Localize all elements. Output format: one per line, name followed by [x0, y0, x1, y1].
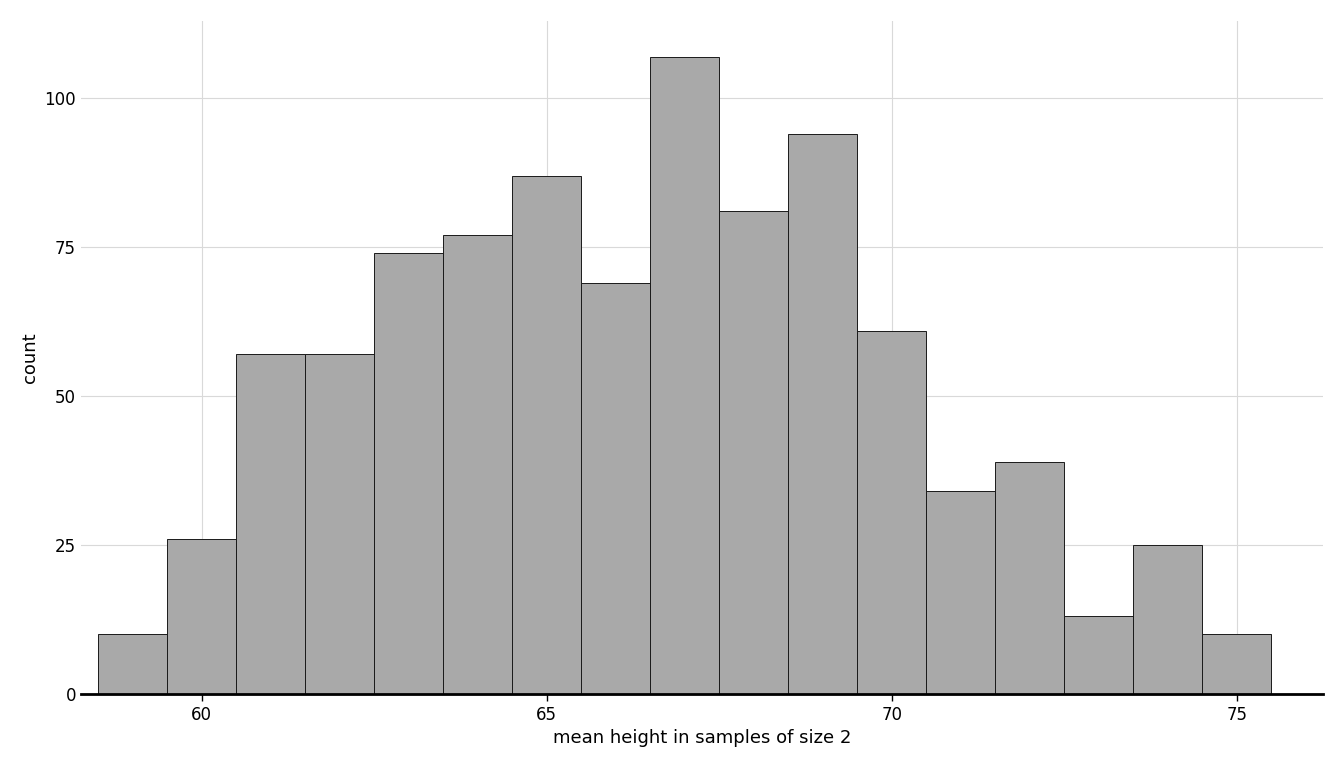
Bar — [98, 634, 167, 694]
Bar — [305, 354, 374, 694]
Bar — [996, 462, 1064, 694]
Bar — [857, 330, 926, 694]
Bar — [1203, 634, 1271, 694]
Bar — [1133, 545, 1203, 694]
Bar — [719, 211, 789, 694]
Bar — [1064, 617, 1133, 694]
Bar — [374, 253, 444, 694]
Y-axis label: count: count — [22, 332, 39, 382]
Bar — [789, 134, 857, 694]
Bar — [581, 283, 650, 694]
Bar — [926, 492, 996, 694]
Bar — [167, 539, 237, 694]
Bar — [650, 57, 719, 694]
X-axis label: mean height in samples of size 2: mean height in samples of size 2 — [552, 729, 851, 747]
Bar — [237, 354, 305, 694]
Bar — [444, 235, 512, 694]
Bar — [512, 176, 581, 694]
